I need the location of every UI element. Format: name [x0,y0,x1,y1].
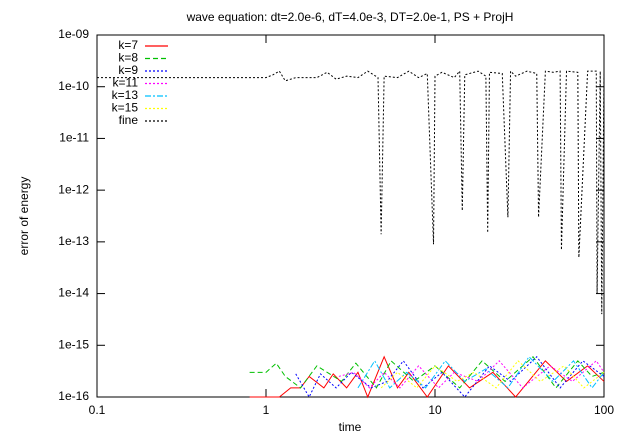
series-line [97,69,605,315]
chart-title: wave equation: dt=2.0e-6, dT=4.0e-3, DT=… [186,10,514,24]
y-tick-label: 1e-12 [58,182,89,196]
legend-label: k=11 [113,76,139,90]
series-line [295,356,605,399]
y-tick-label: 1e-09 [58,27,89,41]
series-line [338,360,605,389]
plot-frame [96,34,605,398]
series-line [249,356,605,389]
x-axis-label: time [339,420,362,434]
legend-label: k=13 [112,88,139,102]
x-tick-label: 100 [594,403,614,417]
y-tick-label: 1e-11 [59,131,89,145]
series-line [357,355,605,389]
x-tick-label: 10 [428,403,442,417]
y-tick-label: 1e-10 [58,79,89,93]
y-tick-label: 1e-16 [58,389,89,403]
y-axis-label: error of energy [17,177,31,256]
x-tick-label: 0.1 [89,403,106,417]
legend-label: fine [119,113,139,127]
x-tick-label: 1 [263,403,270,417]
legend-label: k=8 [118,51,138,65]
series-line [249,355,605,399]
y-tick-label: 1e-14 [58,286,89,300]
legend-label: k=9 [118,63,138,77]
y-tick-label: 1e-13 [58,234,89,248]
y-tick-label: 1e-15 [58,337,89,351]
legend-label: k=15 [112,101,139,115]
legend-label: k=7 [118,38,138,52]
